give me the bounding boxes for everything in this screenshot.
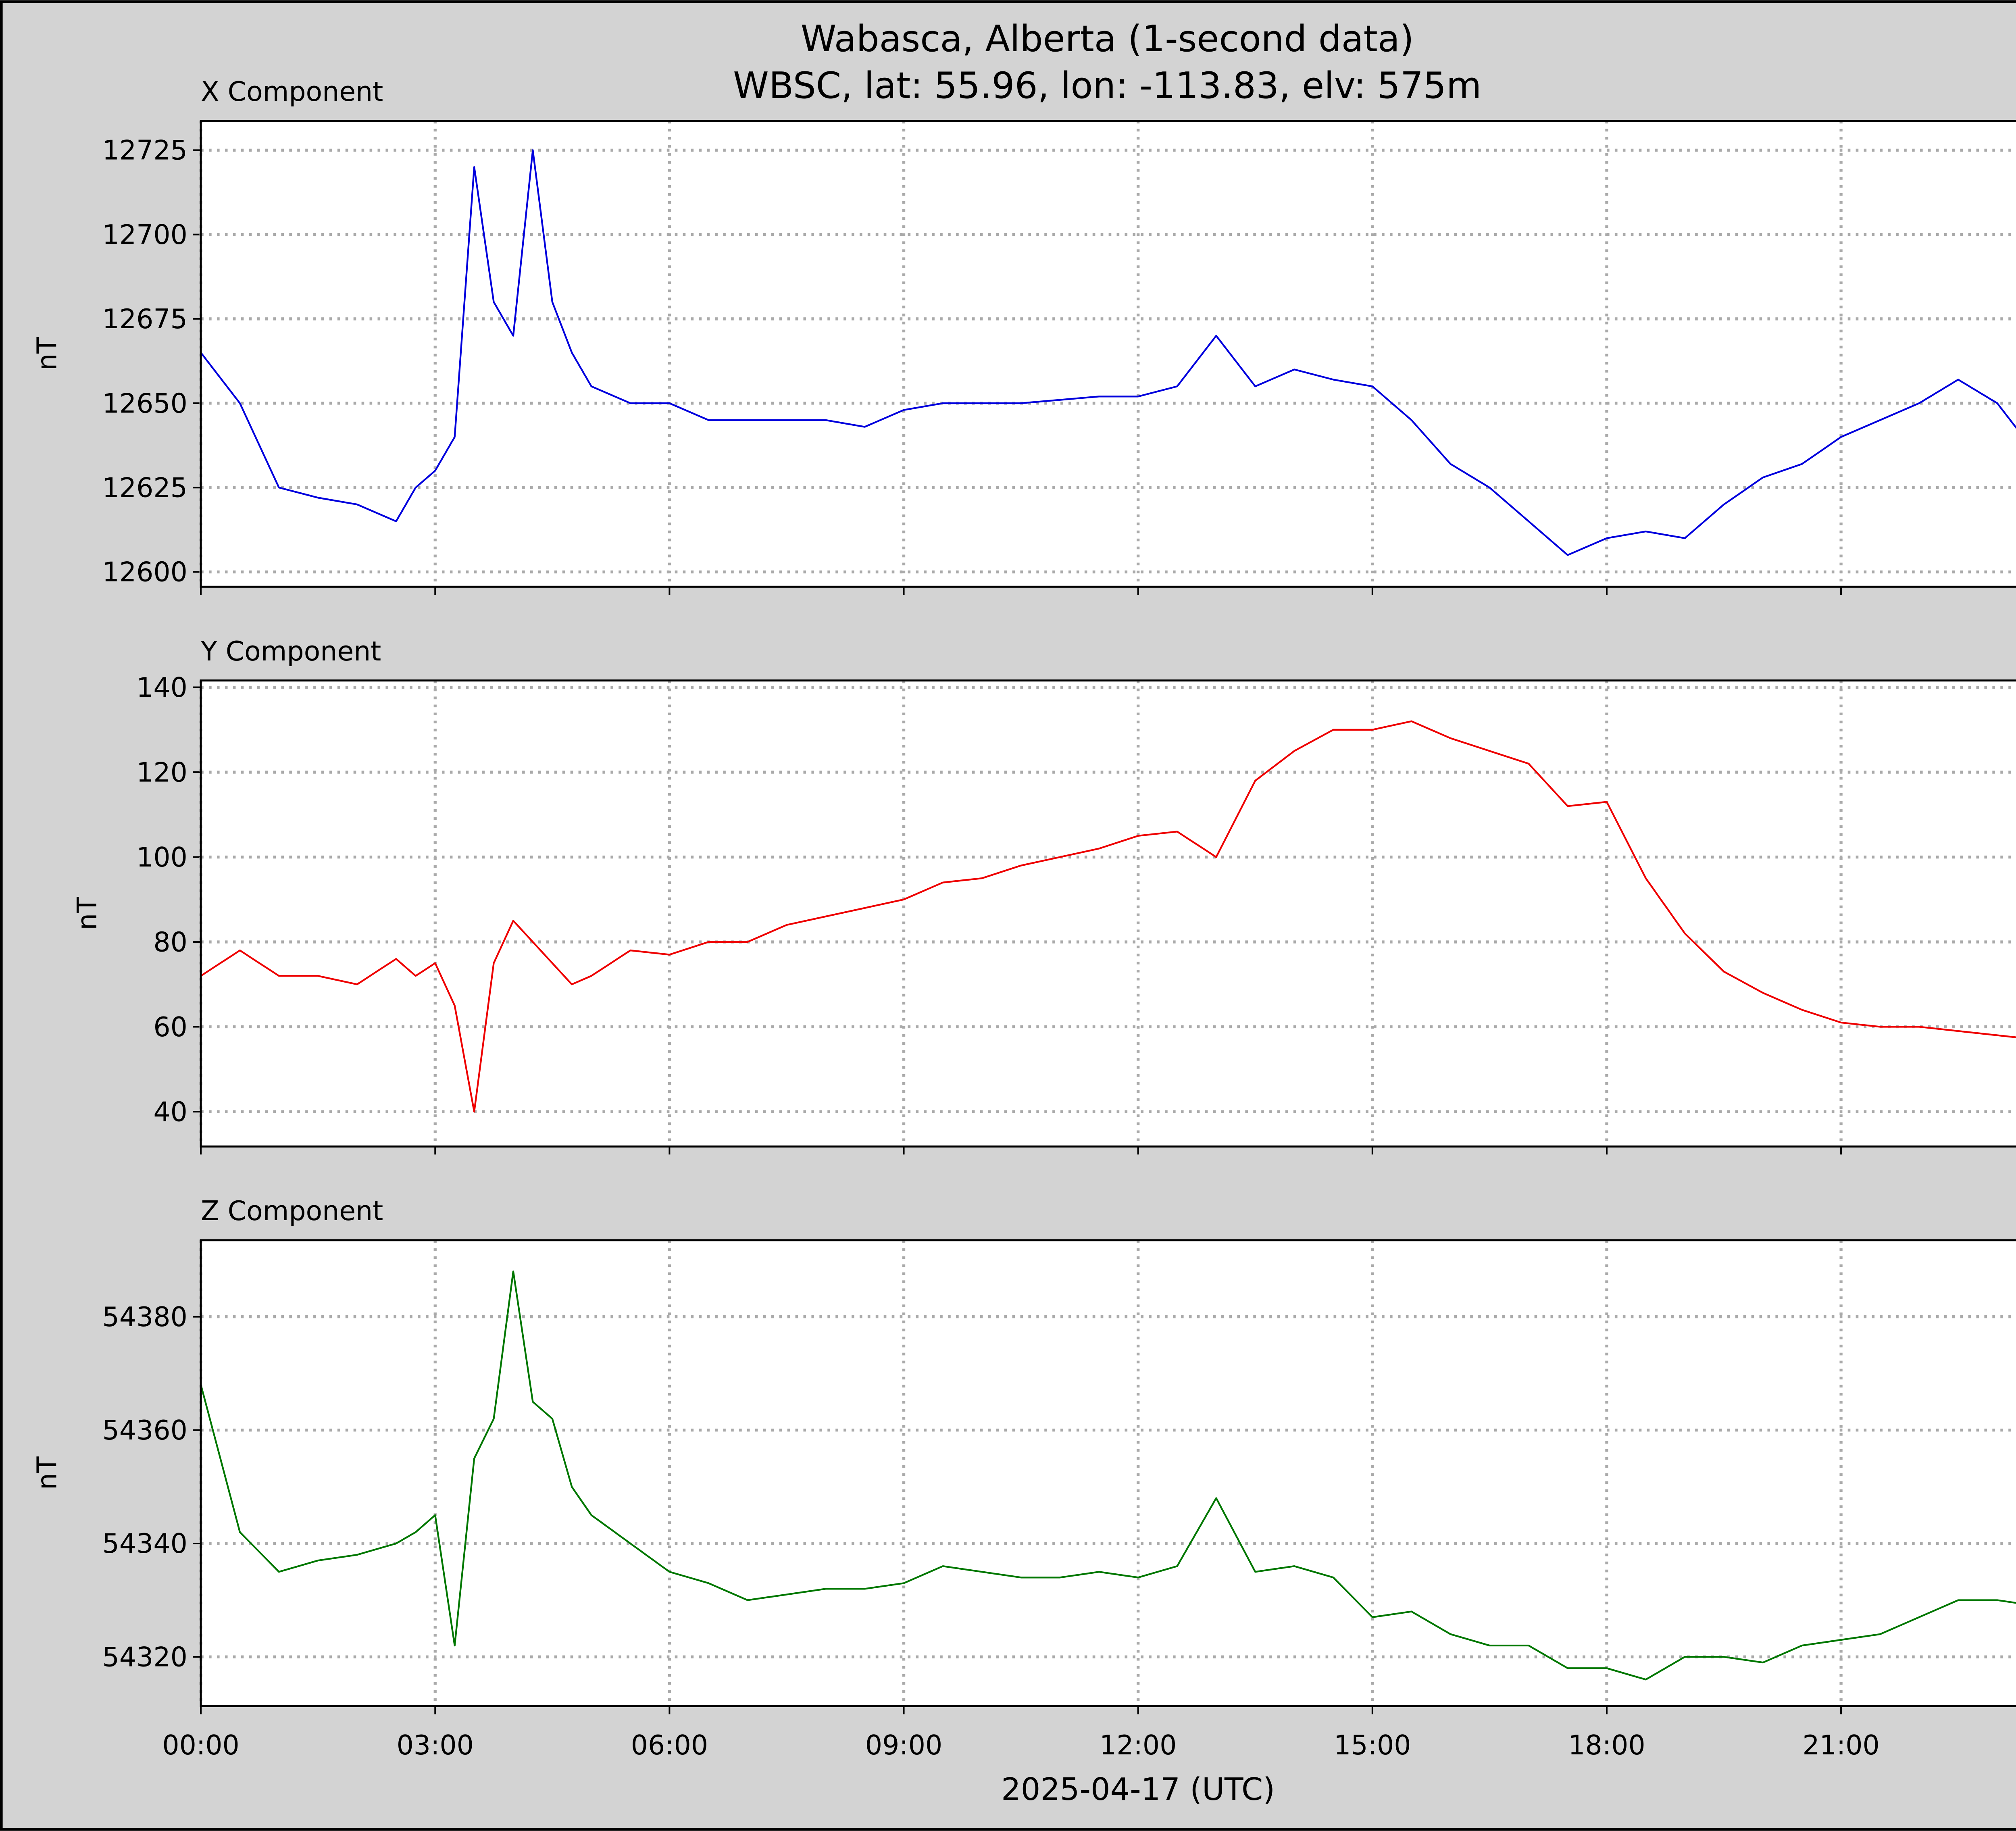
y-tick-label: 12725 — [102, 135, 187, 166]
y-tick-label: 54320 — [102, 1641, 187, 1673]
x-tick-label: 03:00 — [397, 1729, 474, 1761]
data-line — [200, 149, 2016, 556]
y-tick-label: 12600 — [102, 556, 187, 588]
y-tick-label: 140 — [136, 672, 187, 703]
x-tick-label: 15:00 — [1334, 1729, 1411, 1761]
y-axis-label: nT — [31, 337, 62, 371]
y-tick-label: 12625 — [102, 472, 187, 503]
y-tick-label: 100 — [136, 842, 187, 873]
plot-frame — [200, 679, 2016, 1148]
y-tick-label: 40 — [153, 1096, 187, 1127]
x-tick-label: 18:00 — [1568, 1729, 1645, 1761]
y-axis-label: nT — [31, 1456, 62, 1490]
y-tick-label: 54380 — [102, 1301, 187, 1333]
plot-frame — [200, 1239, 2016, 1707]
subplot-title: Y Component — [200, 635, 381, 667]
y-tick-label: 12675 — [102, 303, 187, 335]
plot-area — [201, 121, 2016, 587]
x-tick-label: 00:00 — [162, 1729, 239, 1761]
subplot-title: Z Component — [201, 1195, 383, 1227]
y-tick-label: 54340 — [102, 1528, 187, 1559]
x-tick-label: 21:00 — [1802, 1729, 1879, 1761]
plot-area — [201, 680, 2016, 1147]
x-tick-label: 12:00 — [1100, 1729, 1177, 1761]
y-tick-label: 80 — [153, 926, 187, 958]
x-tick-label: 09:00 — [865, 1729, 942, 1761]
y-tick-label: 120 — [136, 756, 187, 788]
x-tick-label: 06:00 — [631, 1729, 708, 1761]
y-tick-label: 54360 — [102, 1414, 187, 1446]
data-line — [200, 720, 2016, 1113]
data-line — [200, 1270, 2016, 1681]
y-tick-label: 12700 — [102, 219, 187, 250]
y-tick-label: 12650 — [102, 387, 187, 419]
y-tick-label: 60 — [153, 1011, 187, 1043]
plot-frame — [200, 120, 2016, 588]
x-axis-label: 2025-04-17 (UTC) — [1001, 1772, 1275, 1808]
figure-subtitle: WBSC, lat: 55.96, lon: -113.83, elv: 575… — [733, 65, 1481, 107]
subplot-title: X Component — [201, 76, 383, 107]
figure-title: Wabasca, Alberta (1-second data) — [801, 18, 1414, 60]
y-axis-label: nT — [71, 897, 103, 930]
